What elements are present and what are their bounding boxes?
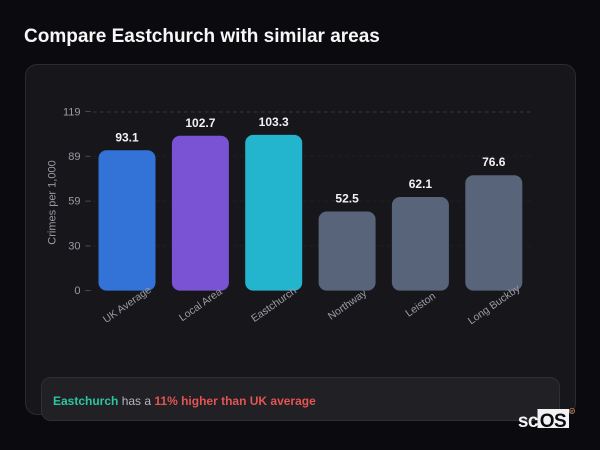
svg-text:119: 119 bbox=[63, 106, 81, 118]
svg-text:52.5: 52.5 bbox=[335, 192, 359, 206]
svg-text:30: 30 bbox=[68, 240, 80, 252]
svg-text:89: 89 bbox=[68, 151, 80, 163]
svg-text:Leiston: Leiston bbox=[403, 290, 438, 319]
svg-text:OS: OS bbox=[540, 411, 566, 432]
svg-text:0: 0 bbox=[74, 285, 80, 297]
svg-text:Crimes per 1,000: Crimes per 1,000 bbox=[47, 160, 59, 244]
svg-text:Northway: Northway bbox=[326, 287, 370, 323]
svg-text:103.3: 103.3 bbox=[259, 115, 289, 129]
svg-text:Local Area: Local Area bbox=[177, 286, 225, 324]
svg-text:62.1: 62.1 bbox=[409, 177, 433, 191]
svg-text:102.7: 102.7 bbox=[185, 116, 215, 130]
svg-text:93.1: 93.1 bbox=[115, 130, 139, 144]
svg-text:sc: sc bbox=[518, 411, 539, 432]
svg-text:Eastchurch: Eastchurch bbox=[249, 285, 299, 325]
svg-text:59: 59 bbox=[68, 196, 80, 208]
svg-text:76.6: 76.6 bbox=[482, 155, 506, 169]
svg-text:R: R bbox=[570, 409, 574, 414]
